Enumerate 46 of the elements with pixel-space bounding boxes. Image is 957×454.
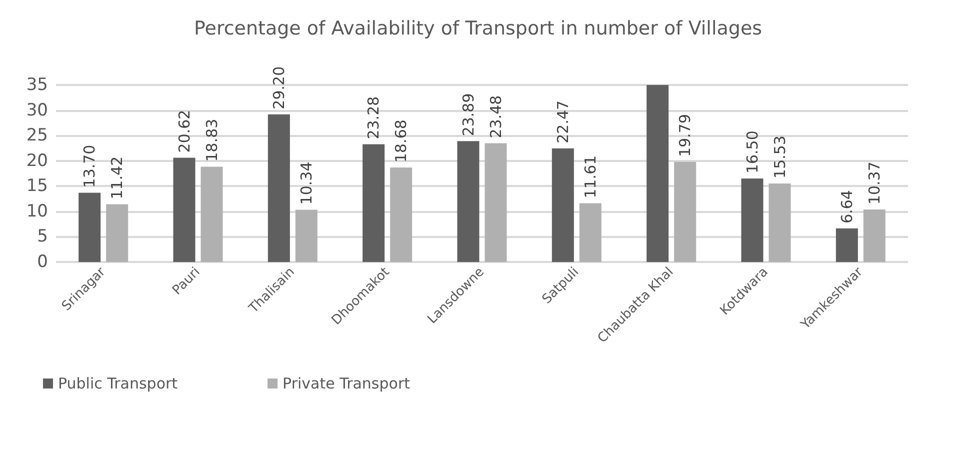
bar [457, 141, 480, 262]
y-tick-label: 25 [26, 126, 48, 146]
bar [268, 114, 290, 262]
bar [863, 210, 886, 262]
y-tick-label: 20 [26, 150, 48, 171]
legend-label: Private Transport [282, 374, 410, 392]
data-label: 23.28 [364, 96, 383, 140]
bar [741, 178, 764, 262]
data-label: 22.47 [554, 100, 572, 144]
data-label: 10.34 [297, 162, 316, 205]
data-label: 23.48 [486, 95, 505, 138]
bar [78, 192, 101, 262]
data-label: 16.50 [743, 130, 762, 174]
data-label: 18.83 [202, 118, 221, 162]
data-label: 20.62 [175, 110, 194, 153]
data-label: 18.68 [392, 120, 410, 163]
data-label: 15.53 [770, 136, 789, 178]
bar [362, 144, 385, 262]
bar [200, 166, 223, 262]
bar [836, 228, 858, 262]
data-label: 10.37 [865, 162, 884, 205]
bar [106, 204, 128, 262]
y-tick-label: 35 [26, 75, 48, 95]
data-label: 11.42 [108, 156, 126, 200]
data-label: 13.70 [80, 144, 99, 188]
legend-label: Public Transport [58, 374, 178, 392]
bar [674, 162, 696, 262]
data-label: 11.61 [581, 155, 600, 198]
bar [295, 210, 318, 262]
chart-title: Percentage of Availability of Transport in number of Villages [194, 18, 762, 40]
data-label: 23.89 [459, 93, 478, 136]
bar [390, 168, 412, 262]
bar [646, 85, 669, 262]
bar [552, 148, 574, 262]
bar [579, 203, 602, 262]
y-tick-label: 30 [26, 100, 48, 120]
data-label: 6.64 [838, 190, 856, 224]
data-label: 29.20 [270, 66, 288, 110]
bar [484, 143, 507, 262]
y-tick-label: 5 [37, 226, 48, 247]
bar [173, 158, 196, 262]
bar [768, 183, 791, 262]
y-tick-label: 15 [26, 176, 48, 196]
y-tick-label: 0 [37, 252, 48, 272]
y-tick-label: 10 [26, 201, 48, 222]
data-label: 19.79 [676, 114, 694, 157]
